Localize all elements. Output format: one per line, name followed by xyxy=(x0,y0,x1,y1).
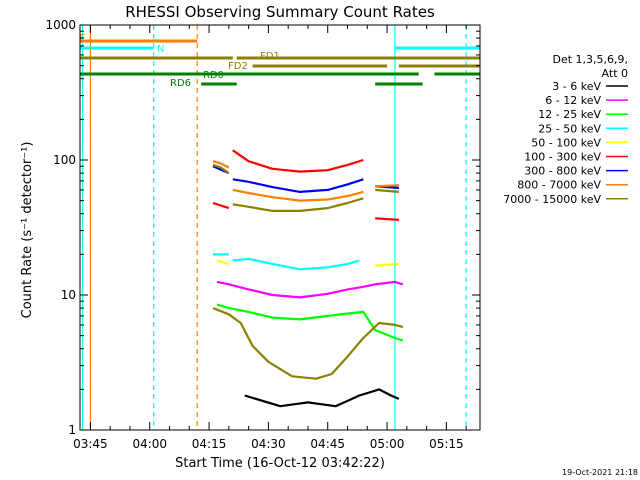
x-axis: 03:45 04:00 04:15 04:30 04:45 05:00 05:15 xyxy=(73,25,467,451)
legend-label: 800 - 7000 keV xyxy=(517,179,601,192)
series-line xyxy=(232,257,360,271)
y-tick-label: 10 xyxy=(61,288,76,302)
y-axis: 1 10 100 1000 xyxy=(45,18,480,437)
x-tick-label: 04:00 xyxy=(132,437,167,451)
legend-label: 50 - 100 keV xyxy=(531,136,601,149)
series-line xyxy=(216,303,404,342)
series-line xyxy=(375,188,399,193)
flag-bar-label: RD6 xyxy=(170,78,191,89)
legend-header: Det 1,3,5,6,9, xyxy=(552,53,628,66)
x-tick-label: 04:45 xyxy=(310,437,345,451)
series-line xyxy=(375,184,399,188)
x-tick-label: 04:30 xyxy=(251,437,286,451)
y-tick-label: 1 xyxy=(68,423,76,437)
series-line xyxy=(216,280,404,299)
series-line xyxy=(216,259,230,265)
legend-label: 25 - 50 keV xyxy=(538,122,601,135)
flag-bar-label: RD0 xyxy=(203,70,224,81)
vertical-markers xyxy=(81,25,467,430)
x-tick-label: 03:45 xyxy=(73,437,108,451)
series-layer xyxy=(212,149,404,408)
legend-label: 7000 - 15000 keV xyxy=(503,193,601,206)
y-tick-label: 100 xyxy=(53,153,76,167)
series-line xyxy=(375,262,399,267)
x-tick-label: 05:15 xyxy=(429,437,464,451)
flag-bars: ENFD1FD2RD0RD6 xyxy=(79,33,480,89)
legend-label: 300 - 800 keV xyxy=(524,165,601,178)
flag-bar-label: FD2 xyxy=(228,61,248,72)
legend-label: 12 - 25 keV xyxy=(538,108,601,121)
series-line xyxy=(232,149,364,173)
flag-bar-label: N xyxy=(157,44,164,55)
legend-label: 3 - 6 keV xyxy=(552,80,601,93)
series-line xyxy=(232,188,364,202)
flag-bar-label: FD1 xyxy=(260,51,280,62)
series-line xyxy=(212,163,230,174)
plot-frame xyxy=(79,24,481,431)
y-axis-label: Count Rate (s⁻¹ detector⁻¹) xyxy=(20,142,35,319)
series-line xyxy=(212,307,404,380)
series-line xyxy=(244,388,400,408)
series-line xyxy=(212,201,230,210)
legend-label: 100 - 300 keV xyxy=(524,151,601,164)
series-line xyxy=(212,160,230,169)
plot-timestamp: 19-Oct-2021 21:18 xyxy=(562,468,638,477)
x-tick-label: 04:15 xyxy=(192,437,227,451)
series-line xyxy=(232,178,364,193)
legend-label: 6 - 12 keV xyxy=(545,94,601,107)
series-line xyxy=(375,217,399,221)
series-line xyxy=(232,197,364,212)
chart-title: RHESSI Observing Summary Count Rates xyxy=(125,3,435,21)
x-axis-label: Start Time (16-Oct-12 03:42:22) xyxy=(175,456,385,471)
legend-header: Att 0 xyxy=(602,67,628,80)
x-tick-label: 05:00 xyxy=(370,437,405,451)
y-tick-label: 1000 xyxy=(45,18,76,32)
